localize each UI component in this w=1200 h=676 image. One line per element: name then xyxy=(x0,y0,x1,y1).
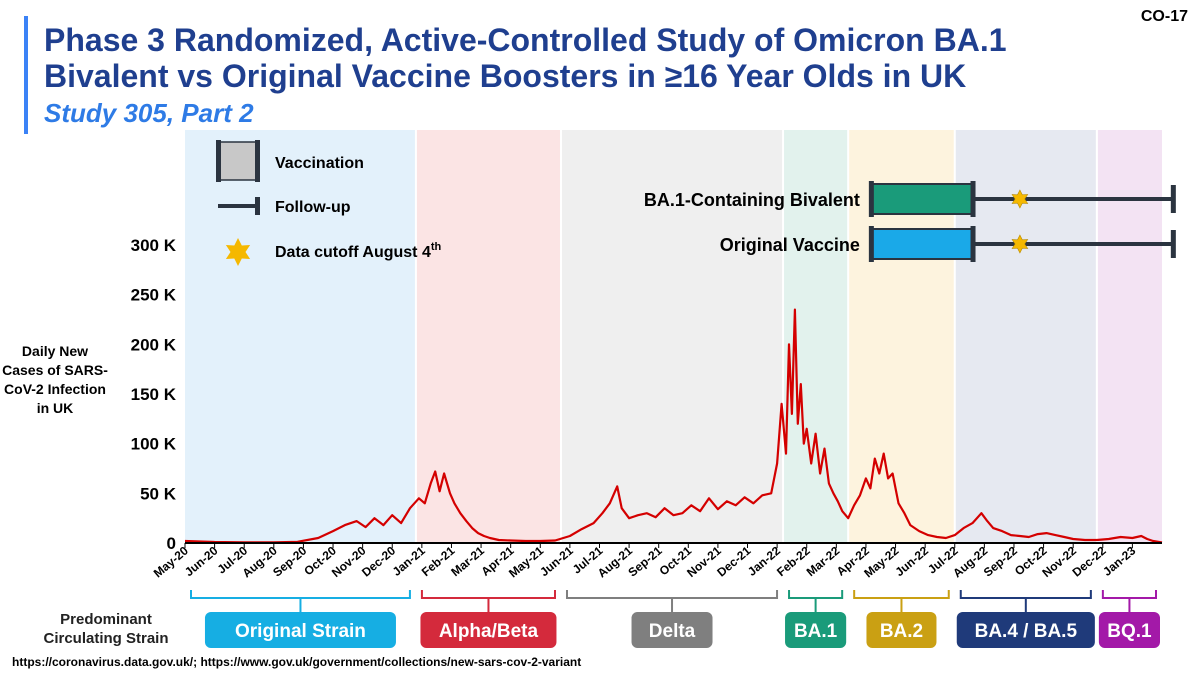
period-band-5 xyxy=(954,130,1097,543)
strain-4: BA.2 xyxy=(853,590,950,648)
strain-label: BA.4 / BA.5 xyxy=(975,621,1078,642)
title-accent-bar xyxy=(24,16,28,134)
strain-label: BA.2 xyxy=(880,621,923,642)
source-citation: https://coronavirus.data.gov.uk/; https:… xyxy=(12,655,582,669)
x-tick-label: Mar-21 xyxy=(448,543,487,579)
strain-label: Alpha/Beta xyxy=(439,621,539,642)
legend-cutoff-star-icon xyxy=(225,238,251,266)
strain-label: BA.1 xyxy=(794,621,838,642)
slide-id: CO-17 xyxy=(1140,8,1188,25)
period-band-6 xyxy=(1096,130,1162,543)
period-band-0 xyxy=(185,130,416,543)
x-tick-label: Mar-22 xyxy=(804,543,843,579)
x-tick-label: Dec-20 xyxy=(359,543,398,579)
y-tick-label: 200 K xyxy=(131,335,177,354)
study-arm-label: BA.1-Containing Bivalent xyxy=(644,190,860,210)
legend-vaccination-swatch xyxy=(217,141,259,181)
x-tick-label: Jun-20 xyxy=(182,543,221,579)
study-arm-cutoff-star-icon xyxy=(1011,234,1029,254)
study-arm-vacc-bracket-left xyxy=(868,181,874,217)
study-arms: BA.1-Containing Bivalent Original Vaccine xyxy=(644,181,1176,262)
strain-row-label: Predominant Circulating Strain xyxy=(43,611,169,647)
strain-6: BQ.1 xyxy=(1098,590,1160,648)
x-tick-label: Dec-21 xyxy=(714,543,753,579)
strain-label: Delta xyxy=(649,621,696,642)
legend-vaccination-bracket-right xyxy=(255,140,260,182)
x-tick-label: Aug-20 xyxy=(240,543,280,580)
study-arm-1: Original Vaccine xyxy=(720,226,1176,262)
x-tick-label: Sep-22 xyxy=(981,543,1020,579)
strain-pill xyxy=(956,612,1095,648)
strain-pill xyxy=(631,612,713,648)
y-tick-label: 100 K xyxy=(131,435,177,454)
legend-cutoff-label: Data cutoff August 4th xyxy=(275,241,442,261)
strain-bracket xyxy=(420,590,556,599)
strain-0: Original Strain xyxy=(190,590,411,648)
study-arm-label: Original Vaccine xyxy=(720,235,860,255)
strain-pill xyxy=(785,612,847,648)
strain-bracket xyxy=(788,590,844,599)
x-tick-label: May-21 xyxy=(506,543,546,580)
strain-bracket xyxy=(565,590,779,599)
y-tick-label: 250 K xyxy=(131,286,177,305)
strain-pill xyxy=(1098,612,1160,648)
y-tick-label: 0 xyxy=(167,534,176,553)
legend-vaccination-bracket-left xyxy=(216,140,221,182)
strain-bracket xyxy=(190,590,411,599)
study-arm-followup-cap xyxy=(1170,185,1176,213)
x-tick-label: Aug-22 xyxy=(950,543,990,580)
x-tick-label: Sep-21 xyxy=(625,543,664,579)
strain-label: BQ.1 xyxy=(1107,621,1152,642)
cases-series-line xyxy=(184,308,1163,544)
x-tick-label: Sep-20 xyxy=(270,543,309,579)
y-tick-label: 150 K xyxy=(131,385,177,404)
legend-followup-label: Follow-up xyxy=(275,199,351,216)
study-arm-vacc-bracket-right xyxy=(970,181,976,217)
strain-label: Original Strain xyxy=(235,621,366,642)
strain-pill xyxy=(866,612,937,648)
study-arm-0: BA.1-Containing Bivalent xyxy=(644,181,1176,217)
period-band-2 xyxy=(560,130,784,543)
x-tick-label: Jun-21 xyxy=(537,543,576,579)
strain-3: BA.1 xyxy=(785,590,847,648)
study-arm-vaccination-bar xyxy=(870,228,974,260)
strain-1: Alpha/Beta xyxy=(420,590,557,648)
slide-subtitle: Study 305, Part 2 xyxy=(44,98,254,128)
strain-bracket xyxy=(853,590,950,599)
study-arm-cutoff-star-icon xyxy=(1011,189,1029,209)
strain-bracket xyxy=(959,590,1092,599)
slide-title: Phase 3 Randomized, Active-Controlled St… xyxy=(44,22,1007,94)
strain-bracket xyxy=(1101,590,1157,599)
strain-2: Delta xyxy=(565,590,779,648)
y-axis-label: Daily New Cases of SARS-CoV-2 Infection … xyxy=(2,343,108,416)
strain-5: BA.4 / BA.5 xyxy=(956,590,1095,648)
study-arm-vaccination-bar xyxy=(870,183,974,215)
legend: Vaccination Follow-up Data cutoff August… xyxy=(216,140,442,266)
study-arm-vacc-bracket-left xyxy=(868,226,874,262)
y-tick-label: 50 K xyxy=(140,484,177,503)
study-arm-vacc-bracket-right xyxy=(970,226,976,262)
strain-row: Original Strain Alpha/Beta Delta BA.1 BA.2 BA… xyxy=(190,590,1160,648)
period-band-1 xyxy=(415,130,561,543)
x-tick-label: Jun-22 xyxy=(892,543,931,579)
legend-followup-cap xyxy=(255,197,260,215)
study-arm-followup-cap xyxy=(1170,230,1176,258)
strain-pill xyxy=(204,612,396,648)
strain-pill xyxy=(420,612,557,648)
y-tick-label: 300 K xyxy=(131,236,177,255)
x-tick-label: Dec-22 xyxy=(1070,543,1109,579)
legend-vaccination-label: Vaccination xyxy=(275,155,364,172)
x-tick-label: Jan-23 xyxy=(1100,543,1138,578)
